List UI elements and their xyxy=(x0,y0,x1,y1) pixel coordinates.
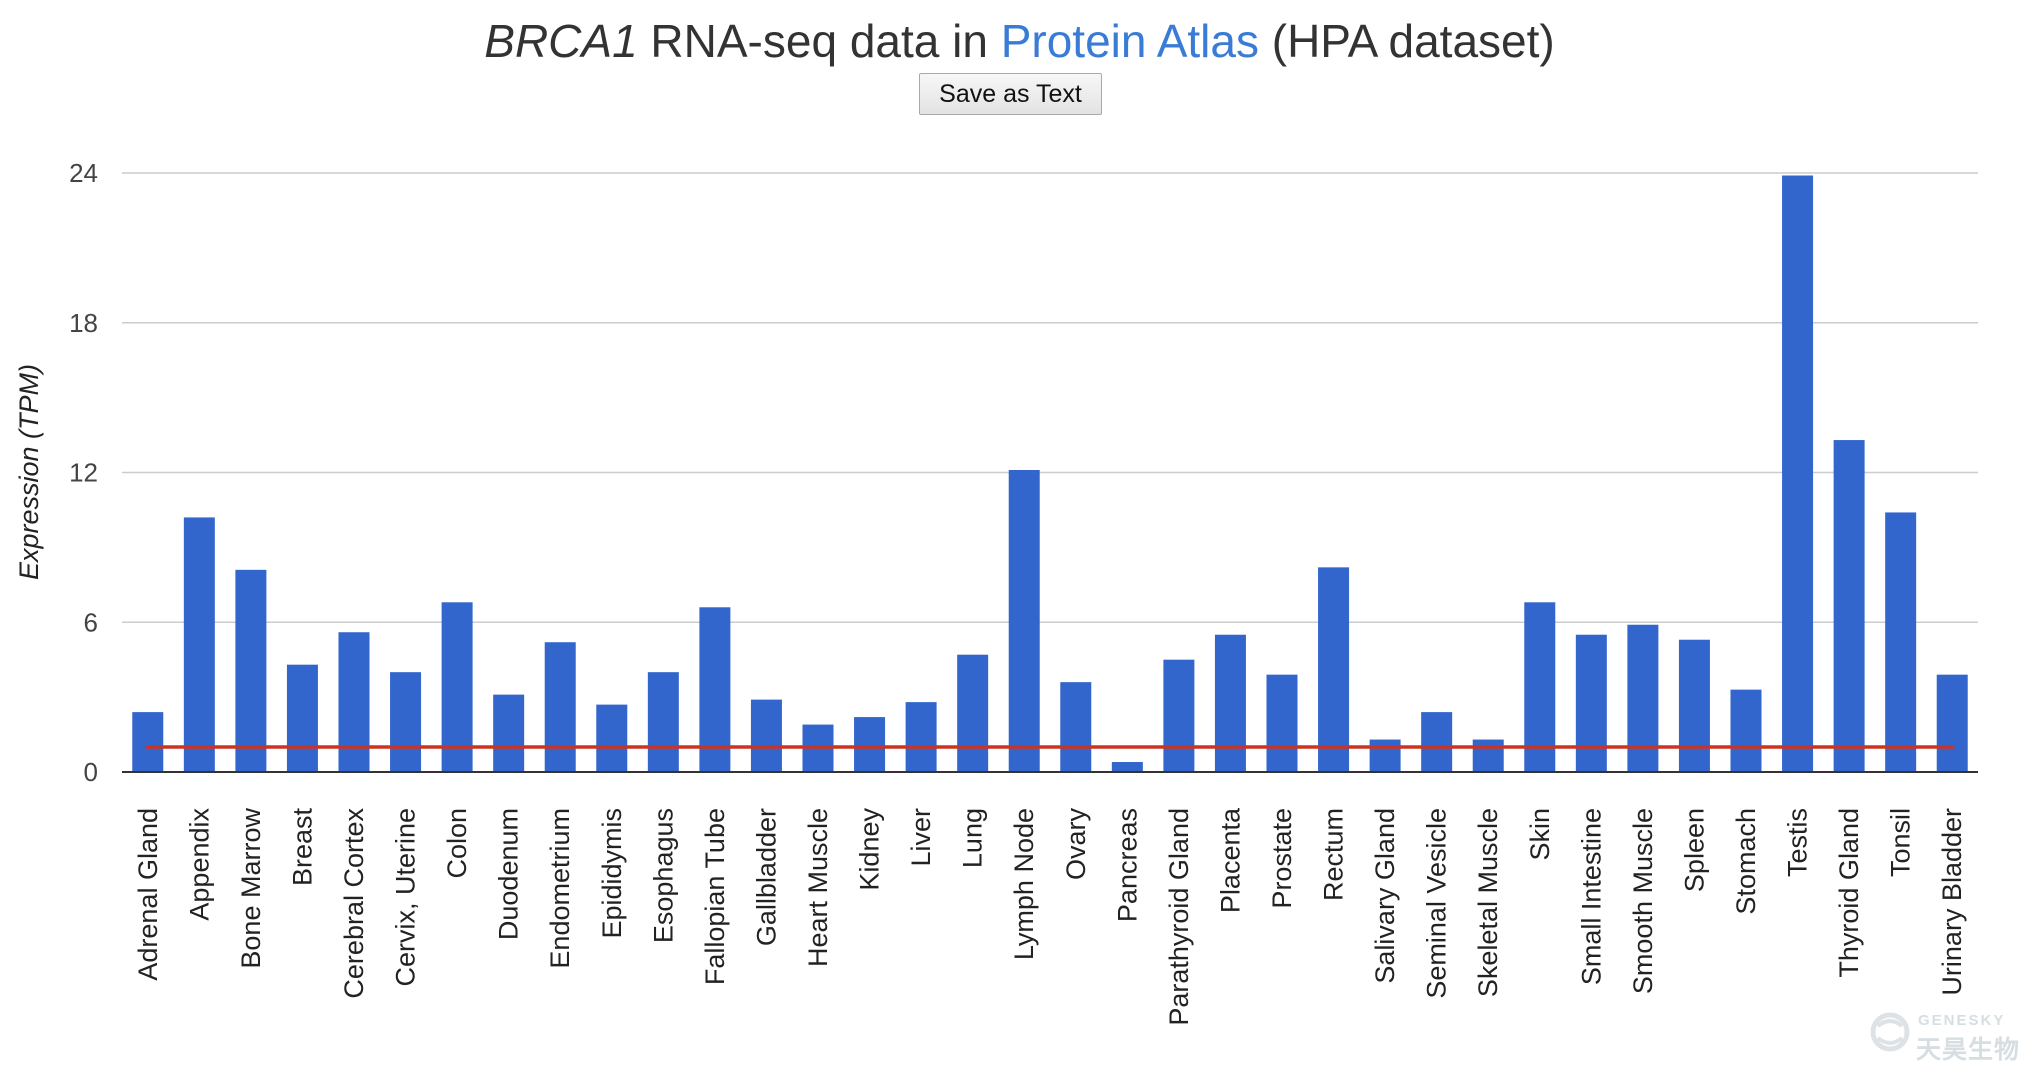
bar-33 xyxy=(1782,175,1814,772)
title-middle-text: RNA-seq data in xyxy=(637,15,1001,67)
bar-12 xyxy=(699,607,731,772)
x-tick-label: Esophagus xyxy=(648,808,678,943)
bar-27 xyxy=(1472,739,1504,772)
bar-7 xyxy=(441,602,473,772)
bar-34 xyxy=(1833,440,1865,772)
chart-title: BRCA1 RNA-seq data in Protein Atlas (HPA… xyxy=(0,14,2039,68)
x-tick-label: Spleen xyxy=(1679,808,1709,892)
bar-36 xyxy=(1936,674,1968,772)
bar-3 xyxy=(235,569,267,772)
x-tick-label: Breast xyxy=(287,808,317,887)
bar-18 xyxy=(1008,470,1040,772)
x-tick-label: Cerebral Cortex xyxy=(339,808,369,999)
x-tick-label: Placenta xyxy=(1215,807,1245,913)
x-tick-label: Lymph Node xyxy=(1009,808,1039,960)
bar-35 xyxy=(1885,512,1917,772)
bar-20 xyxy=(1111,762,1143,772)
bar-23 xyxy=(1266,674,1298,772)
x-tick-label: Salivary Gland xyxy=(1370,808,1400,984)
x-tick-label: Lung xyxy=(958,808,988,868)
y-tick-label: 6 xyxy=(84,607,98,637)
y-tick-label: 24 xyxy=(69,158,98,188)
genesky-watermark: GENESKY 天昊生物 xyxy=(1870,1010,2030,1064)
y-axis-title: Expression (TPM) xyxy=(14,364,44,580)
y-tick-label: 0 xyxy=(84,757,98,787)
bar-6 xyxy=(390,672,422,772)
bar-21 xyxy=(1163,659,1195,772)
x-tick-label: Duodenum xyxy=(494,808,524,940)
x-tick-label: Adrenal Gland xyxy=(133,808,163,981)
bar-28 xyxy=(1524,602,1556,772)
protein-atlas-link[interactable]: Protein Atlas xyxy=(1000,15,1259,67)
x-tick-label: Bone Marrow xyxy=(236,808,266,969)
x-tick-label: Gallbladder xyxy=(751,808,781,946)
x-tick-label: Colon xyxy=(442,808,472,879)
y-tick-label: 12 xyxy=(69,458,98,488)
title-gene-name: BRCA1 xyxy=(484,15,638,67)
save-as-text-button[interactable]: Save as Text xyxy=(919,73,1102,115)
x-tick-label: Stomach xyxy=(1731,808,1761,915)
bar-24 xyxy=(1318,567,1350,772)
bar-13 xyxy=(750,699,782,772)
bar-16 xyxy=(905,702,937,772)
bar-19 xyxy=(1060,682,1092,772)
bar-32 xyxy=(1730,689,1762,772)
bar-8 xyxy=(493,694,525,772)
x-tick-label: Appendix xyxy=(184,808,214,921)
x-tick-label: Liver xyxy=(906,808,936,867)
bar-31 xyxy=(1678,639,1710,772)
bar-30 xyxy=(1627,624,1659,772)
x-tick-label: Parathyroid Gland xyxy=(1164,808,1194,1026)
x-tick-label: Skin xyxy=(1525,808,1555,861)
x-tick-label: Fallopian Tube xyxy=(700,808,730,985)
bar-1 xyxy=(132,712,164,772)
title-suffix-text: (HPA dataset) xyxy=(1258,15,1555,67)
watermark-chinese: 天昊生物 xyxy=(1916,1035,2021,1064)
y-tick-label: 18 xyxy=(69,308,98,338)
x-tick-label: Testis xyxy=(1783,808,1813,877)
x-tick-label: Endometrium xyxy=(545,808,575,969)
bar-25 xyxy=(1369,739,1401,772)
x-tick-label: Kidney xyxy=(855,808,885,891)
bar-26 xyxy=(1421,712,1453,772)
x-tick-label: Seminal Vesicle xyxy=(1422,808,1452,999)
bar-15 xyxy=(854,717,886,772)
x-tick-label: Prostate xyxy=(1267,808,1297,909)
x-tick-label: Ovary xyxy=(1061,808,1091,881)
bar-5 xyxy=(338,632,370,772)
x-tick-label: Urinary Bladder xyxy=(1937,808,1967,996)
bar-4 xyxy=(286,664,318,772)
watermark-english: GENESKY xyxy=(1918,1012,2006,1029)
x-tick-label: Cervix, Uterine xyxy=(391,808,421,987)
bar-11 xyxy=(647,672,679,772)
bar-10 xyxy=(596,704,628,772)
x-tick-label: Small Intestine xyxy=(1576,808,1606,985)
x-tick-label: Heart Muscle xyxy=(803,808,833,967)
bar-9 xyxy=(544,642,576,772)
bar-17 xyxy=(957,654,989,772)
bar-22 xyxy=(1214,634,1246,772)
x-tick-label: Thyroid Gland xyxy=(1834,808,1864,978)
x-tick-label: Rectum xyxy=(1319,808,1349,901)
x-tick-label: Epididymis xyxy=(597,808,627,939)
bar-2 xyxy=(183,517,215,772)
x-tick-label: Tonsil xyxy=(1886,808,1916,877)
x-tick-label: Smooth Muscle xyxy=(1628,808,1658,994)
genesky-logo-icon xyxy=(1870,1012,1910,1052)
x-tick-label: Skeletal Muscle xyxy=(1473,808,1503,997)
bar-29 xyxy=(1575,634,1607,772)
x-tick-label: Pancreas xyxy=(1112,808,1142,922)
